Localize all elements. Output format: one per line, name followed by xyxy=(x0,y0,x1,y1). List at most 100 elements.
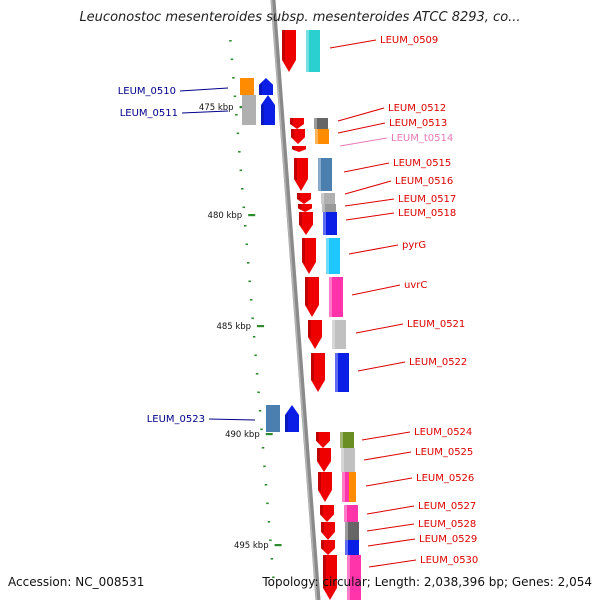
leader-line-leum_0512 xyxy=(337,107,385,122)
gene-label-leum_0509[interactable]: LEUM_0509 xyxy=(380,35,438,46)
gene-label-leum_0522[interactable]: LEUM_0522 xyxy=(409,357,467,368)
gene-arrow-leum_0525 xyxy=(317,448,331,472)
scale-tick xyxy=(274,544,282,547)
leader-line-leum_0513 xyxy=(337,122,386,134)
scale-tick xyxy=(257,325,265,328)
gene-arrow-leum_0526 xyxy=(318,472,332,502)
ruler-dot xyxy=(260,428,263,431)
cog-bar-leum_0521 xyxy=(332,320,346,349)
gene-label-leum_0523[interactable]: LEUM_0523 xyxy=(147,414,205,425)
cog-bar-leum_0515 xyxy=(318,158,332,191)
cog-bar-leum_0516 xyxy=(321,193,335,204)
gene-label-leum_0524[interactable]: LEUM_0524 xyxy=(414,427,472,438)
ruler-dot xyxy=(257,391,260,394)
gene-label-leum_0526[interactable]: LEUM_0526 xyxy=(416,473,474,484)
gene-label-leum_0510[interactable]: LEUM_0510 xyxy=(118,86,176,97)
gene-arrow-leum_0517 xyxy=(298,204,312,212)
leader-line-leum_0529 xyxy=(367,538,416,547)
ruler-dot xyxy=(266,502,269,505)
ruler-dot xyxy=(232,77,235,79)
gene-label-leum_0516[interactable]: LEUM_0516 xyxy=(395,176,453,187)
gene-label-leum_0513[interactable]: LEUM_0513 xyxy=(389,118,447,129)
scale-tick-label: 490 kbp xyxy=(225,430,260,440)
gene-label-leum_0518[interactable]: LEUM_0518 xyxy=(398,208,456,219)
gene-label-leum_0527[interactable]: LEUM_0527 xyxy=(418,501,476,512)
gene-arrow-leum_0516 xyxy=(297,193,311,204)
gene-arrow-leum_0511 xyxy=(261,95,275,125)
leader-line-pyrg xyxy=(348,244,399,255)
cog-bar-leum_0510 xyxy=(240,78,254,95)
ruler-dot xyxy=(238,151,241,153)
gene-label-pyrg[interactable]: pyrG xyxy=(402,240,426,251)
ruler-dot xyxy=(272,576,275,579)
ruler-dot xyxy=(248,280,251,283)
ruler-dot xyxy=(263,465,266,468)
leader-line-leum_0523 xyxy=(208,418,256,421)
cog-bar-pyrg xyxy=(326,238,340,274)
gene-arrow-leum_0518 xyxy=(299,212,313,235)
gene-label-leum_0528[interactable]: LEUM_0528 xyxy=(418,519,476,530)
gene-label-leum_0530[interactable]: LEUM_0530 xyxy=(420,555,478,566)
gene-label-leum_0521[interactable]: LEUM_0521 xyxy=(407,319,465,330)
leader-line-leum_0530 xyxy=(368,559,417,568)
leader-line-leum_0509 xyxy=(329,39,377,49)
leader-line-leum_0525 xyxy=(363,451,412,461)
leader-line-leum_0528 xyxy=(366,523,415,532)
leader-line-leum_0524 xyxy=(361,431,411,441)
cog-bar-leum_0517 xyxy=(322,204,336,212)
ruler-dot xyxy=(246,262,250,264)
cog-bar-leum_0530 xyxy=(347,555,361,600)
leader-line-leum_0518 xyxy=(345,212,395,221)
gene-label-leum_0529[interactable]: LEUM_0529 xyxy=(419,534,477,545)
ruler-dot xyxy=(249,299,253,301)
gene-features xyxy=(259,30,337,600)
ruler-dot xyxy=(241,188,244,190)
gene-arrow-leum_0515 xyxy=(294,158,308,191)
gene-label-leum_t0514[interactable]: LEUM_t0514 xyxy=(391,133,453,144)
cog-bar-leum_0513 xyxy=(315,129,329,144)
leader-line-leum_0517 xyxy=(344,198,395,207)
gene-label-leum_0517[interactable]: LEUM_0517 xyxy=(398,194,456,205)
leader-line-leum_0511 xyxy=(181,110,229,114)
ruler-dot xyxy=(229,40,232,42)
ruler-dot xyxy=(261,447,265,449)
accession-label: Accession: NC_008531 xyxy=(8,575,145,589)
ruler-dot xyxy=(233,95,237,98)
gene-labels: LEUM_0509 LEUM_0510 LEUM_0511 LEUM_0512 LEUM… xyxy=(118,35,478,568)
ruler-dot xyxy=(244,225,247,227)
cog-bar-leum_0528 xyxy=(345,522,359,540)
scale-tick xyxy=(265,433,273,436)
backbone-strand xyxy=(270,0,321,600)
ruler-dot xyxy=(239,169,243,172)
leader-line-leum_0510 xyxy=(179,87,229,92)
gene-label-leum_0515[interactable]: LEUM_0515 xyxy=(393,158,451,169)
gene-label-uvrc[interactable]: uvrC xyxy=(404,280,427,291)
gene-label-leum_0512[interactable]: LEUM_0512 xyxy=(388,103,446,114)
backbone-line xyxy=(270,0,321,600)
leader-line-leum_0515 xyxy=(343,162,390,173)
cog-bar-leum_0523 xyxy=(266,405,280,432)
gene-label-leum_0525[interactable]: LEUM_0525 xyxy=(415,447,473,458)
scale-tick xyxy=(248,214,256,217)
leader-line-leum_0526 xyxy=(365,477,413,487)
ruler-dots xyxy=(229,40,275,579)
cog-bar-leum_0512 xyxy=(314,118,328,129)
ruler-dot xyxy=(270,558,274,560)
cog-bar-leum_0511 xyxy=(242,95,256,125)
leader-line-leum_0521 xyxy=(355,323,404,334)
leader-line-leum_0522 xyxy=(357,361,406,372)
ruler-dot xyxy=(251,317,254,320)
ruler-dot xyxy=(230,58,234,61)
gene-arrow-leum_0512 xyxy=(290,118,304,129)
gene-arrow-leum_t0514 xyxy=(292,146,306,152)
ruler-dot xyxy=(264,484,268,486)
gene-arrow-leum_0527 xyxy=(320,505,334,522)
cog-bar-leum_0526 xyxy=(349,472,356,502)
gene-arrow-leum_0522 xyxy=(311,353,325,392)
gene-arrow-leum_0513 xyxy=(291,129,305,144)
gene-label-leum_0511[interactable]: LEUM_0511 xyxy=(120,108,178,119)
genome-summary: Topology: circular; Length: 2,038,396 bp… xyxy=(262,575,592,589)
gene-arrow-leum_0530 xyxy=(323,555,337,600)
